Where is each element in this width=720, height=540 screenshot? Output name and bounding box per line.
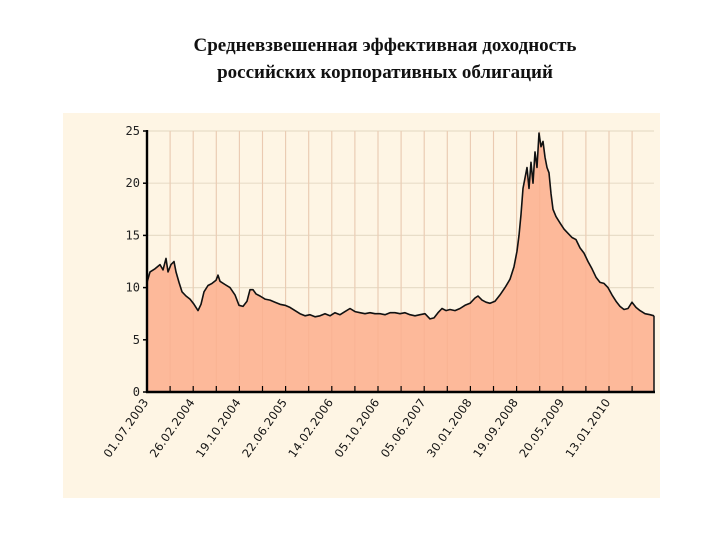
y-tick-label: 25 — [126, 124, 140, 138]
yield-area-fill — [147, 133, 654, 392]
y-tick-label: 15 — [126, 228, 140, 242]
x-tick-label: 01.07.2003 — [100, 396, 151, 460]
y-tick-label: 5 — [133, 333, 140, 347]
x-tick-label: 05.06.2007 — [378, 396, 429, 460]
y-axis-ticks: 0 5 10 15 20 25 — [126, 124, 147, 399]
x-tick-label: 26.02.2004 — [147, 396, 198, 460]
chart-title-line2: российских корпоративных облигаций — [217, 62, 553, 83]
x-tick-label: 22.06.2005 — [239, 396, 290, 460]
x-tick-label: 20.05.2009 — [516, 396, 567, 460]
y-tick-label: 0 — [133, 385, 140, 399]
x-axis-ticks: 01.07.200326.02.200419.10.200422.06.2005… — [100, 386, 633, 460]
y-tick-label: 20 — [126, 176, 140, 190]
x-tick-label: 19.09.2008 — [470, 396, 521, 460]
yield-line — [146, 132, 655, 320]
x-tick-label: 05.10.2006 — [331, 396, 382, 460]
x-tick-label: 13.01.2010 — [562, 396, 613, 460]
chart-title: Средневзвешенная эффективная доходность … — [0, 32, 720, 86]
x-tick-label: 19.10.2004 — [193, 396, 244, 460]
grid-lines-over-fill — [169, 131, 633, 392]
x-tick-label: 14.02.2006 — [285, 396, 336, 460]
x-tick-label: 30.01.2008 — [424, 396, 475, 460]
y-tick-label: 10 — [126, 281, 140, 295]
chart-title-line1: Средневзвешенная эффективная доходность — [193, 35, 577, 56]
